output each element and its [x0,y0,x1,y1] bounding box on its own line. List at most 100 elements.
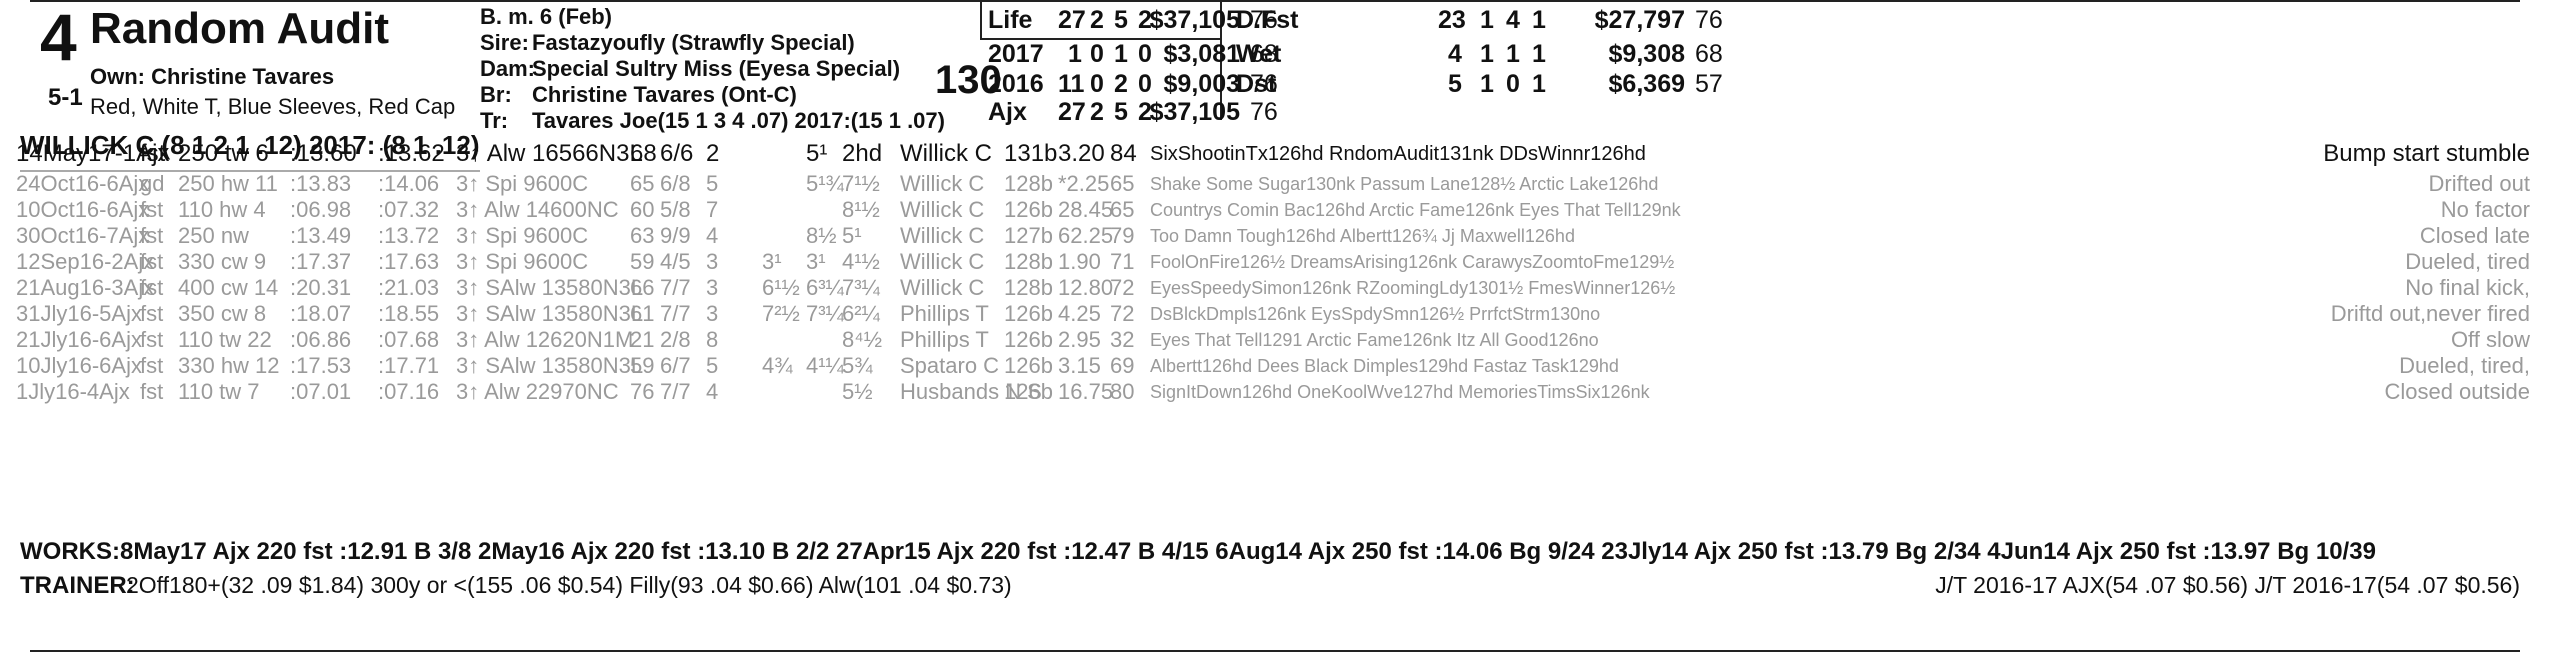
pp-track-cond: fst [140,249,164,274]
pp-date: 21Jly16-6Ajx [16,327,142,352]
pp-odds: 16.75 [1058,379,1114,404]
pp-post: 5/8 [660,197,691,222]
stat-label: D.Fst [1236,6,1299,34]
pp-final-time: :17.71 [378,353,440,378]
pp-race-class: 3↑ Alw 16566N3L [456,140,643,167]
pp-distance: 110 tw 22 [178,327,272,352]
pp-weight: 126b [1004,379,1053,404]
pp-date: 30Oct16-7Ajx [16,223,150,248]
stat-earnings: $6,369 [1608,70,1685,98]
pp-odds: 3.20 [1058,140,1105,167]
pp-jockey: Husbands N S [900,379,1042,404]
stat-speed: 76 [1250,98,1278,126]
pp-speed: 76 [630,379,655,404]
pp-call1: 7²½ [762,301,800,326]
stat-shows: 0 [1138,70,1152,98]
pp-row: 12Sep16-2Ajx fst 330 cw 9:17.37:17.63 3↑ Sp… [0,244,2550,280]
pp-track-cond: fst [140,301,164,326]
pp-race-class: 3↑ SAlw 13580N3L [456,275,644,300]
pp-finish: 5¾ [842,353,873,378]
pp-track-cond: fst [140,197,164,222]
pp-jockey: Phillips T [900,327,989,352]
pp-weight: 128b [1004,171,1053,196]
pp-distance: 350 cw 8 [178,301,267,326]
pp-jockey: Willick C [900,140,992,167]
pp-finish: 4¹½ [842,249,880,274]
pp-date: 14May17-1Ajx [16,140,170,167]
pp-start: 5 [706,353,719,378]
pp-race-class: 3↑ Spi 9600C [456,223,589,248]
stat-wins: 0 [1090,40,1104,68]
pp-weight: 127b [1004,223,1053,248]
pp-call2: 3¹ [806,249,826,274]
pp-date: 1Jly16-4Ajx [16,379,130,404]
pp-call2: 5¹¾ [806,171,844,196]
pp-speed: 63 [630,223,655,248]
pp-speed: 60 [630,197,655,222]
pp-row: 14May17-1Ajx fst 250 tw 6:13.60:13.62 3↑ Al… [0,136,2550,172]
stat-earnings: $3,081 [1163,40,1240,68]
stat-shows: 1 [1532,6,1546,34]
stat-starts: 1 [1068,40,1082,68]
pp-row: 21Aug16-3Ajx fst 400 cw 14:20.31:21.03 3↑ S… [0,270,2550,306]
stat-starts: 27 [1058,6,1086,34]
stat-wins: 1 [1480,70,1494,98]
pp-active-rule [20,170,480,172]
pp-final-time: :21.03 [378,275,440,300]
pp-comment: Dueled, tired, [2399,353,2530,378]
pp-finish: 2hd [842,140,883,167]
pp-fraction: :17.53 [290,353,352,378]
pp-comment: Drifted out [2428,171,2531,196]
pp-finish: 7³¼ [842,275,880,300]
pp-start: 7 [706,197,719,222]
pp-track-cond: fst [140,223,164,248]
pp-distance: 110 tw 7 [178,379,260,404]
pp-odds: 28.45 [1058,197,1114,222]
pp-weight: 128b [1004,249,1053,274]
trainer-stats-text: 2Off180+(32 .09 $1.84) 300y or <(155 .06… [126,572,1012,598]
pp-race-class: 3↑ Alw 22970NC [456,379,619,404]
stat-wins: 1 [1480,40,1494,68]
pp-weight: 126b [1004,301,1053,326]
pp-final-time: :17.63 [378,249,440,274]
pp-jockey: Phillips T [900,301,989,326]
pp-call2: 5¹ [806,140,828,167]
works-label: WORKS: [20,538,120,565]
pp-post: 7/7 [660,379,691,404]
pp-start: 3 [706,301,719,326]
pp-jockey: Willick C [900,249,985,274]
stat-shows: 2 [1138,98,1152,126]
bottom-rule [30,650,2520,652]
pp-call2: 7³¼ [806,301,844,326]
pp-comment: Driftd out,never fired [2330,301,2530,326]
pp-call1: 6¹½ [762,275,800,300]
owner: Own: Christine Tavares [90,64,335,89]
pp-final-time: :07.68 [378,327,440,352]
stat-places: 5 [1114,98,1128,126]
horse-name: Random Audit [90,4,389,53]
pp-post: 4/5 [660,249,691,274]
stat-label: Dst [1236,70,1277,98]
pp-distance: 330 hw 12 [178,353,280,378]
pp-top-three: FoolOnFire126½ DreamsArising126nk Carawy… [1150,252,1675,272]
sire: Fastazyoufly (Strawfly Special) [532,30,855,55]
silks: Red, White T, Blue Sleeves, Red Cap [90,94,456,119]
pp-fraction: :18.07 [290,301,352,326]
pp-jockey: Willick C [900,171,985,196]
pp-final-time: :13.62 [378,140,445,167]
trainer-stats-label: TRAINER: [20,572,135,599]
pp-finish: 5½ [842,379,873,404]
pp-track-cond: fst [140,379,164,404]
pp-track-cond: fst [140,327,164,352]
stat-speed-wet: 68 [1695,40,1723,68]
stat-places: 5 [1114,6,1128,34]
pp-call2: 8½ [806,223,837,248]
pp-weight: 126b [1004,197,1053,222]
works-text: 8May17 Ajx 220 fst :12.91 B 3/8 2May16 A… [120,538,2376,565]
stat-speed: 76 [1250,70,1278,98]
stat-shows: 1 [1532,70,1546,98]
stat-starts: 5 [1448,70,1462,98]
stat-earnings: $37,105 [1149,6,1240,34]
pp-fraction: :13.60 [290,140,357,167]
pp-odds: 4.25 [1058,301,1101,326]
